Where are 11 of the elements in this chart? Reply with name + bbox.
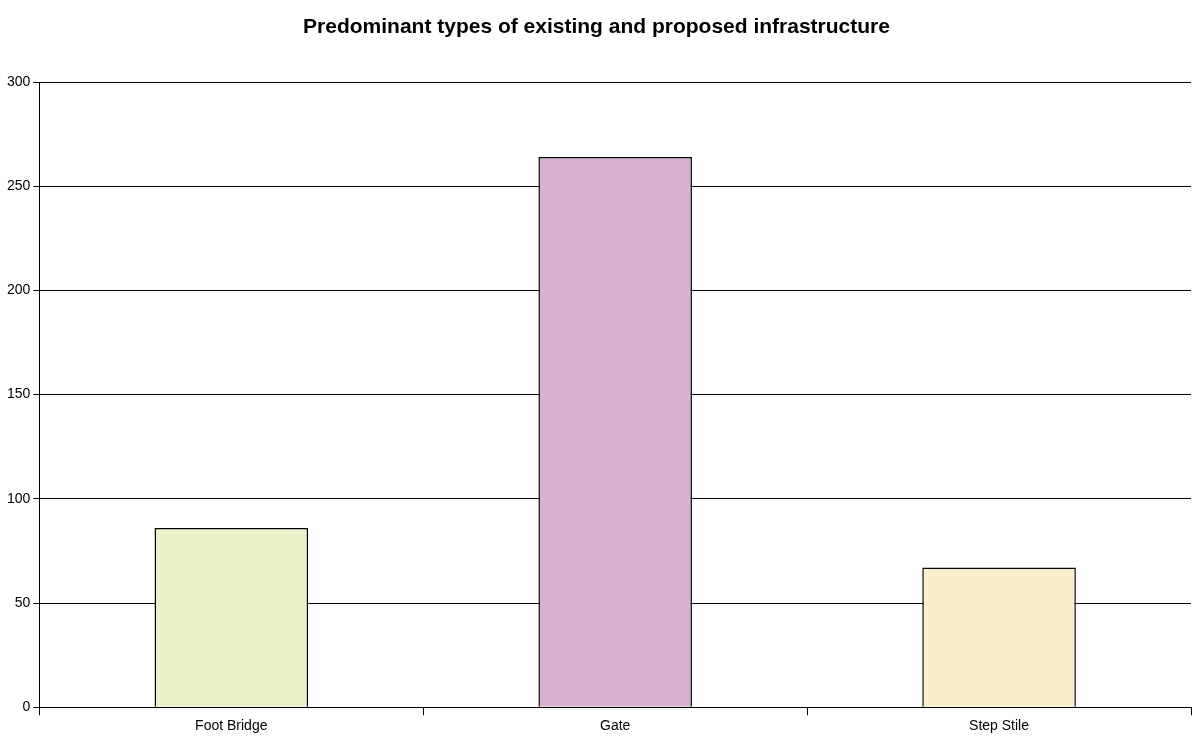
x-tick-label: Gate	[600, 717, 631, 734]
chart-title: Predominant types of existing and proposed infrastructure	[302, 14, 891, 38]
y-tick-label: 100	[7, 489, 31, 506]
x-tick-label: Foot Bridge	[195, 717, 268, 734]
y-tick-label: 150	[7, 385, 31, 402]
y-tick-label: 200	[7, 281, 31, 298]
y-tick-label: 50	[14, 593, 31, 610]
y-tick-label: 0	[22, 698, 31, 715]
y-tick-label: 300	[7, 72, 31, 89]
y-tick-label: 250	[7, 177, 31, 194]
x-tick-label: Step Stile	[969, 717, 1030, 734]
